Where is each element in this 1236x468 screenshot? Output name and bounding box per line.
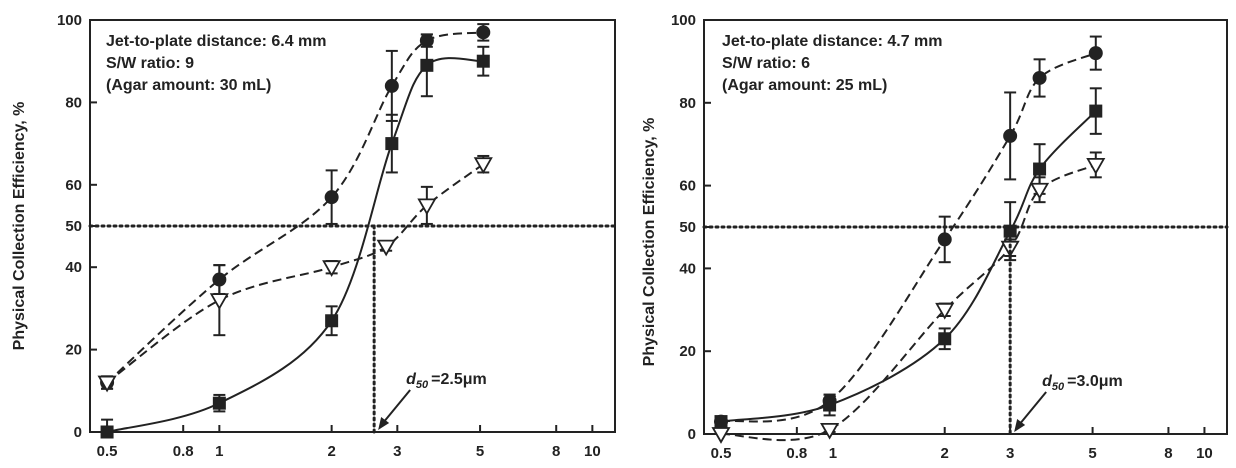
annotation-line: Jet-to-plate distance: 4.7 mm — [722, 33, 943, 50]
data-point-square — [938, 332, 952, 346]
x-tick-label: 5 — [1088, 445, 1096, 462]
d50-arrowhead — [378, 417, 390, 430]
chart-panel-right: 0 20 40 50 60 80 100 0.5 0.8 1 2 3 5 8 10 Physical Coll… — [641, 12, 1229, 462]
y-tick-label: 0 — [688, 426, 696, 443]
x-tick-label: 0.8 — [173, 443, 194, 460]
data-point-square — [325, 314, 339, 328]
data-point-triangle — [711, 427, 731, 444]
y-tick-label: 80 — [679, 95, 696, 112]
data-point-triangle — [376, 239, 396, 257]
series-line — [106, 57, 484, 433]
data-point-circle — [1003, 128, 1018, 143]
data-point-square — [823, 398, 837, 412]
x-tick-label: 3 — [1006, 445, 1014, 462]
x-tick-label: 3 — [393, 443, 401, 460]
data-point-square — [1003, 224, 1017, 238]
data-point-circle — [1088, 46, 1103, 61]
annotation-line: S/W ratio: 6 — [722, 55, 810, 72]
annotation-line: (Agar amount: 25 mL) — [722, 77, 887, 94]
data-point-circle — [324, 190, 339, 205]
data-point-circle — [384, 78, 399, 93]
data-point-triangle — [935, 302, 955, 320]
y-axis-label: Physical Collection Efficiency, % — [11, 102, 28, 351]
y-tick-label: 20 — [65, 342, 82, 359]
y-tick-label: 60 — [65, 177, 82, 194]
chart-panel-left: 0 20 40 50 60 80 100 0.5 0.8 1 2 3 5 8 10 Physical Coll… — [11, 12, 617, 460]
y-tick-label: 60 — [679, 178, 696, 195]
data-point-circle — [1032, 70, 1047, 85]
data-point-circle — [476, 25, 491, 40]
data-point-square — [385, 137, 399, 151]
y-tick-label: 20 — [679, 343, 696, 360]
y-tick-label: 40 — [679, 260, 696, 277]
data-point-square — [212, 396, 226, 410]
data-point-square — [476, 54, 490, 68]
annotation-line: Jet-to-plate distance: 6.4 mm — [106, 33, 327, 50]
y-axis-label: Physical Collection Efficiency, % — [641, 118, 658, 367]
annotation-line: (Agar amount: 30 mL) — [106, 77, 271, 94]
y-tick-label: 50 — [679, 219, 696, 236]
data-point-triangle — [820, 422, 840, 440]
data-point-triangle — [1086, 158, 1106, 175]
series-line — [720, 163, 1097, 442]
x-tick-label: 0.5 — [97, 443, 118, 460]
x-tick-label: 8 — [1164, 445, 1172, 462]
d50-arrow — [381, 389, 411, 425]
x-tick-label: 2 — [941, 445, 949, 462]
data-point-triangle — [322, 260, 342, 278]
data-point-square — [100, 425, 114, 439]
x-tick-label: 5 — [476, 443, 484, 460]
y-tick-label: 50 — [65, 218, 82, 235]
annotation-line: S/W ratio: 9 — [106, 55, 194, 72]
data-point-square — [1033, 162, 1047, 176]
series-line — [720, 52, 1097, 423]
d50-arrow — [1017, 391, 1047, 427]
y-tick-label: 40 — [65, 259, 82, 276]
x-tick-label: 2 — [327, 443, 335, 460]
d50-label: d50 =2.5μm — [406, 371, 487, 391]
data-point-square — [1089, 104, 1103, 118]
y-tick-label: 100 — [671, 12, 696, 29]
y-tick-label: 80 — [65, 94, 82, 111]
x-tick-label: 10 — [1196, 445, 1213, 462]
x-tick-label: 8 — [552, 443, 560, 460]
d50-label: d50 =3.0μm — [1042, 373, 1123, 393]
x-tick-label: 1 — [215, 443, 223, 460]
data-point-triangle — [417, 198, 437, 216]
x-tick-label: 0.8 — [786, 445, 807, 462]
data-point-square — [420, 58, 434, 72]
data-point-triangle — [473, 157, 493, 175]
x-tick-label: 1 — [829, 445, 837, 462]
d50-arrowhead — [1014, 419, 1026, 432]
x-tick-label: 0.5 — [711, 445, 732, 462]
data-point-triangle — [209, 293, 229, 310]
y-tick-label: 100 — [57, 12, 82, 29]
data-point-triangle — [97, 375, 117, 393]
y-tick-label: 0 — [74, 424, 82, 441]
series-line — [106, 163, 484, 384]
x-tick-label: 10 — [584, 443, 601, 460]
data-point-triangle — [1030, 182, 1050, 200]
data-point-circle — [937, 232, 952, 247]
data-point-square — [714, 415, 728, 429]
